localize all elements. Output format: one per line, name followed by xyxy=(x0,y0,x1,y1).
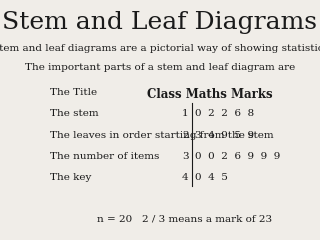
Text: 1: 1 xyxy=(182,109,188,118)
Text: 3: 3 xyxy=(182,152,188,161)
Text: 3  4  9  5  9: 3 4 9 5 9 xyxy=(196,131,254,140)
Text: 2: 2 xyxy=(182,131,188,140)
Text: Stem and leaf diagrams are a pictorial way of showing statistics: Stem and leaf diagrams are a pictorial w… xyxy=(0,44,320,53)
Text: The key: The key xyxy=(50,173,92,182)
Text: 0  4  5: 0 4 5 xyxy=(196,173,228,182)
Text: Class Maths Marks: Class Maths Marks xyxy=(148,88,273,101)
Text: 2 / 3 means a mark of 23: 2 / 3 means a mark of 23 xyxy=(142,215,272,224)
Text: The Title: The Title xyxy=(50,88,98,97)
Text: 0  0  2  6  9  9  9: 0 0 2 6 9 9 9 xyxy=(196,152,281,161)
Text: n = 20: n = 20 xyxy=(97,215,132,224)
Text: Stem and Leaf Diagrams: Stem and Leaf Diagrams xyxy=(3,11,317,34)
Text: 4: 4 xyxy=(182,173,188,182)
Text: The leaves in order starting from the stem: The leaves in order starting from the st… xyxy=(50,131,274,140)
Text: The stem: The stem xyxy=(50,109,99,118)
Text: 0  2  2  6  8: 0 2 2 6 8 xyxy=(196,109,254,118)
Text: The important parts of a stem and leaf diagram are: The important parts of a stem and leaf d… xyxy=(25,63,295,72)
Text: The number of items: The number of items xyxy=(50,152,160,161)
